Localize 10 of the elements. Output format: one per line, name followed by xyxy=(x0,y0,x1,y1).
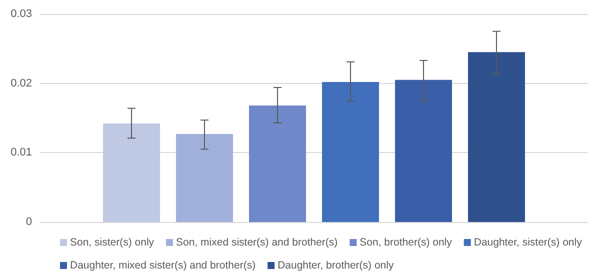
y-tick-label: 0 xyxy=(26,216,32,228)
legend-label: Daughter, brother(s) only xyxy=(278,260,394,272)
legend-label: Son, brother(s) only xyxy=(360,236,453,248)
legend-label: Daughter, mixed sister(s) and brother(s) xyxy=(70,260,256,272)
legend-label: Son, mixed sister(s) and brother(s) xyxy=(176,236,338,248)
y-tick-label: 0.03 xyxy=(10,8,32,20)
legend-label: Son, sister(s) only xyxy=(70,236,155,248)
legend-label: Daughter, sister(s) only xyxy=(474,236,583,248)
y-tick-label: 0.01 xyxy=(10,146,32,159)
y-tick-label: 0.02 xyxy=(10,77,32,90)
